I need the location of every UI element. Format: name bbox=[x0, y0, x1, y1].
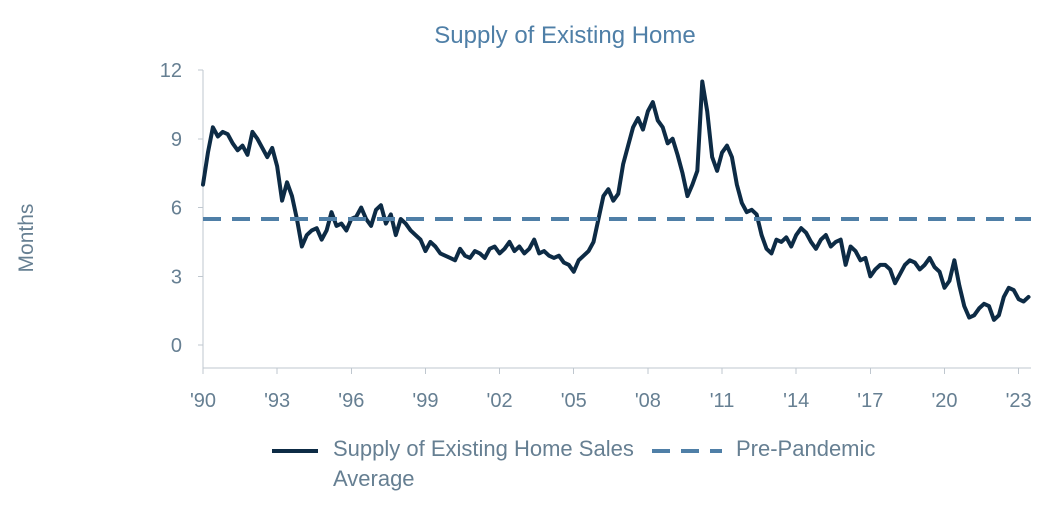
x-axis-tick-label: '17 bbox=[857, 390, 883, 412]
series-line-supply-of-existing-home-sales bbox=[201, 79, 1031, 322]
legend-label-pre-pandemic-average: Pre-Pandemic Average bbox=[333, 436, 882, 491]
y-axis-tick-label: 0 bbox=[171, 335, 182, 357]
x-axis-ticks: '90 '93 '96 '99 '02 '05 '08 '11 '14 '17 '20 '23 bbox=[190, 368, 1032, 412]
legend-label-pre-pandemic-line-2: Average bbox=[333, 466, 415, 491]
series-layer bbox=[201, 79, 1031, 322]
x-axis-tick-label: '11 bbox=[710, 390, 735, 412]
x-axis-tick-label: '20 bbox=[931, 390, 957, 412]
y-axis-tick-label: 3 bbox=[171, 266, 182, 288]
chart-title: Supply of Existing Home bbox=[434, 22, 695, 49]
legend-label-pre-pandemic-line-1: Pre-Pandemic bbox=[736, 436, 875, 461]
y-axis-title: Months bbox=[15, 204, 38, 273]
x-axis-tick-label: '93 bbox=[264, 390, 290, 412]
x-axis-tick-label: '23 bbox=[1006, 390, 1032, 412]
x-axis-tick-label: '05 bbox=[561, 390, 587, 412]
y-axis-ticks: 0 3 6 9 12 bbox=[160, 60, 203, 357]
x-axis-tick-label: '96 bbox=[338, 390, 364, 412]
x-axis-tick-label: '02 bbox=[487, 390, 513, 412]
legend-label-supply-of-existing-home-sales: Supply of Existing Home Sales bbox=[333, 436, 634, 461]
x-axis-tick-label: '08 bbox=[635, 390, 661, 412]
y-axis-tick-label: 12 bbox=[160, 60, 182, 82]
y-axis-tick-label: 6 bbox=[171, 198, 182, 220]
x-axis-tick-label: '99 bbox=[412, 390, 438, 412]
x-axis-tick-label: '90 bbox=[190, 390, 216, 412]
y-axis-tick-label: 9 bbox=[171, 129, 182, 151]
x-axis-tick-label: '14 bbox=[783, 390, 809, 412]
legend: Supply of Existing Home Sales Pre-Pandem… bbox=[272, 436, 882, 491]
